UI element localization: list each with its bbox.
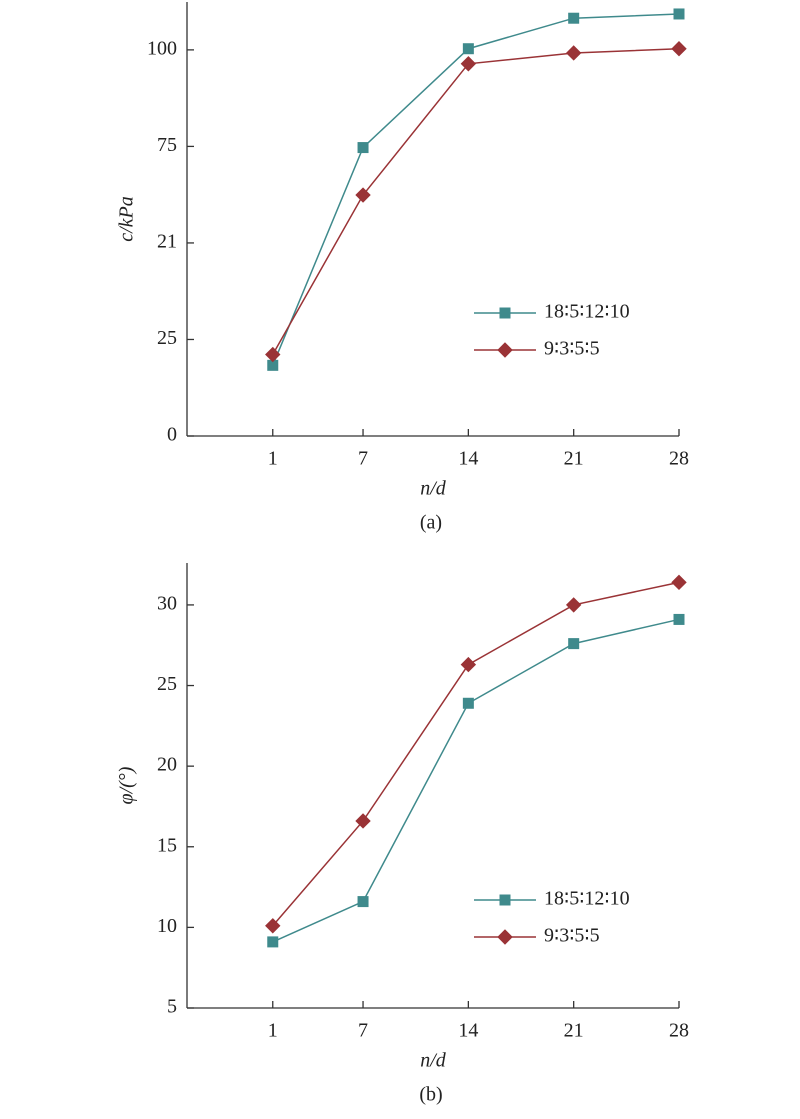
x-tick-label: 28 xyxy=(669,1020,689,1042)
legend-label: 9∶3∶5∶5 xyxy=(544,338,600,360)
marker xyxy=(355,813,371,829)
caption: (a) xyxy=(420,512,442,534)
marker xyxy=(267,936,279,948)
marker xyxy=(499,307,511,319)
y-tick-label: 25 xyxy=(157,327,177,349)
y-tick-label: 25 xyxy=(157,673,177,695)
marker xyxy=(673,8,685,20)
x-tick-label: 7 xyxy=(358,1020,368,1042)
marker xyxy=(497,342,513,358)
x-tick-label: 14 xyxy=(458,1020,478,1042)
y-tick-label: 30 xyxy=(157,593,177,615)
y-tick-label: 75 xyxy=(157,134,177,156)
legend-label: 18∶5∶12∶10 xyxy=(544,888,630,910)
marker xyxy=(462,697,474,709)
marker xyxy=(265,346,281,363)
marker xyxy=(265,918,281,934)
marker xyxy=(460,656,477,673)
y-tick-label: 21 xyxy=(157,231,177,253)
x-tick-label: 21 xyxy=(564,448,584,470)
marker xyxy=(671,574,687,591)
y-tick-label: 100 xyxy=(147,37,177,59)
x-tick-label: 7 xyxy=(358,448,368,470)
y-tick-label: 15 xyxy=(157,834,177,856)
x-axis-label: n/d xyxy=(420,478,447,500)
marker xyxy=(568,12,580,24)
y-tick-label: 5 xyxy=(167,996,177,1018)
legend-label: 18∶5∶12∶10 xyxy=(544,301,630,323)
y-axis-label: c/kPa xyxy=(116,196,138,242)
marker xyxy=(462,43,474,55)
caption: (b) xyxy=(419,1084,442,1106)
y-tick-label: 0 xyxy=(167,424,177,446)
marker xyxy=(673,613,685,625)
marker xyxy=(460,56,477,72)
marker xyxy=(671,41,687,57)
marker xyxy=(497,929,513,945)
x-tick-label: 21 xyxy=(564,1020,584,1042)
y-axis-label: φ/(°) xyxy=(116,766,138,804)
y-tick-label: 20 xyxy=(157,754,177,776)
x-tick-label: 1 xyxy=(268,448,278,470)
marker xyxy=(355,187,371,203)
marker xyxy=(565,45,582,61)
marker xyxy=(565,597,582,613)
marker xyxy=(357,142,369,154)
x-tick-label: 28 xyxy=(669,448,689,470)
marker xyxy=(499,894,511,906)
x-tick-label: 1 xyxy=(268,1020,278,1042)
x-tick-label: 14 xyxy=(458,448,478,470)
legend-label: 9∶3∶5∶5 xyxy=(544,925,600,947)
y-tick-label: 10 xyxy=(157,915,177,937)
marker xyxy=(357,896,369,908)
marker xyxy=(568,638,580,650)
x-axis-label: n/d xyxy=(420,1050,447,1072)
